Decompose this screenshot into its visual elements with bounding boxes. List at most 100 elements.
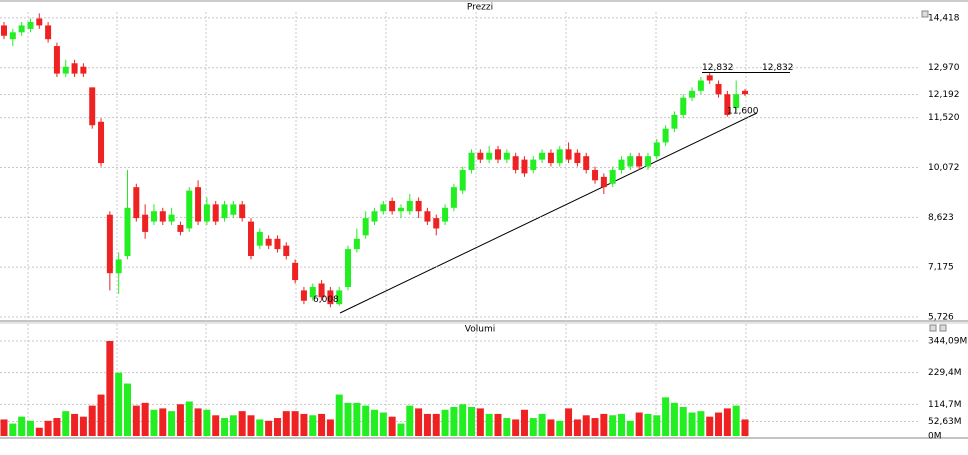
price-title: Prezzi (467, 3, 493, 13)
candle-body (406, 200, 413, 212)
trend-line (339, 112, 758, 314)
volume-bar (326, 419, 334, 436)
volume-bar (547, 419, 555, 436)
collapse-button[interactable] (939, 324, 947, 332)
annotation: 11,600 (727, 106, 759, 116)
volume-bar (520, 409, 528, 436)
candle-body (80, 66, 87, 74)
volume-bar (238, 411, 246, 436)
volume-bar (670, 402, 678, 436)
volume-bar (679, 407, 687, 436)
volume-bar (406, 405, 414, 436)
volume-bar (556, 420, 564, 436)
candle-body (18, 25, 25, 33)
candle-body (168, 214, 175, 222)
candle-body (565, 149, 572, 160)
volume-bar (0, 419, 8, 436)
volume-bar (150, 409, 158, 436)
candle-body (1, 25, 7, 36)
candle-body (600, 176, 607, 188)
volume-bar (318, 413, 326, 436)
candle-body (389, 200, 396, 212)
candle-body (530, 159, 537, 170)
volume-bar (194, 408, 202, 436)
candle-body (203, 204, 210, 222)
volume-bar (53, 418, 61, 436)
volume-bar (18, 416, 26, 436)
candle-body (98, 121, 105, 164)
candle-body (442, 207, 449, 222)
volume-bar (9, 423, 17, 436)
volume-bar (397, 423, 405, 436)
volume-bar (494, 413, 502, 436)
candle-body (397, 207, 404, 212)
volume-bar (697, 411, 705, 436)
y-tick-label: 344,09M (928, 336, 967, 346)
candle-body (142, 214, 149, 232)
annotation: 6,008 (313, 295, 339, 305)
panel-buttons[interactable] (921, 10, 947, 332)
candle-body (221, 204, 228, 219)
candle-body (556, 149, 563, 164)
volume-bar (388, 416, 396, 436)
volume-bar (141, 402, 149, 436)
candle-body (53, 46, 60, 74)
volume-bar (247, 415, 255, 436)
candle-body (318, 283, 325, 298)
candle-body (336, 290, 343, 305)
candle-body (618, 159, 625, 170)
volume-bar (512, 419, 520, 436)
volume-bar (79, 416, 87, 436)
candle-body (521, 159, 528, 174)
volume-bar (591, 418, 599, 436)
candle-body (583, 156, 590, 170)
volume-bar (450, 407, 458, 436)
candle-body (256, 231, 263, 246)
vgrid (27, 12, 747, 438)
candle-body (327, 290, 334, 305)
candle-body (115, 259, 122, 274)
volume-bar (212, 415, 220, 436)
candle-body (415, 200, 422, 212)
volume-bar (618, 413, 625, 436)
y-tick-label: 229,4M (928, 368, 962, 378)
volume-bar (71, 413, 79, 436)
volume-bar (423, 413, 431, 436)
candle-body (309, 286, 316, 298)
candle-body (353, 238, 360, 250)
volume-bar (159, 408, 167, 436)
y-tick-label: 114,7M (928, 400, 962, 410)
candle-body (477, 152, 484, 160)
volume-bar (662, 397, 670, 436)
candle-body (574, 152, 581, 164)
volume-bar (723, 408, 731, 436)
volume-bar (44, 420, 52, 436)
candle-body (239, 204, 246, 219)
volume-bar (229, 415, 237, 436)
collapse-button[interactable] (921, 10, 929, 18)
y-tick-label: 7,175 (928, 263, 954, 273)
candle-body (106, 214, 113, 274)
volume-bar (741, 419, 749, 436)
candle-body (539, 152, 546, 160)
candle-body (495, 149, 501, 160)
volume-bar (432, 413, 440, 436)
volume-bar (335, 394, 343, 436)
candle-body (433, 218, 440, 229)
volume-bar (344, 402, 352, 436)
candle-body (450, 187, 457, 208)
candle-body (230, 204, 237, 215)
volume-bar (97, 394, 105, 436)
volume-bar (256, 419, 264, 436)
candle-body (653, 142, 660, 157)
volume-bar (309, 415, 317, 436)
volume-bar (273, 418, 281, 436)
candle-body (362, 218, 369, 236)
volume-bar (203, 409, 211, 436)
candle-body (45, 25, 52, 40)
candle-body (644, 156, 651, 167)
collapse-button[interactable] (929, 324, 937, 332)
candle-body (636, 156, 643, 167)
candle-body (150, 211, 157, 222)
